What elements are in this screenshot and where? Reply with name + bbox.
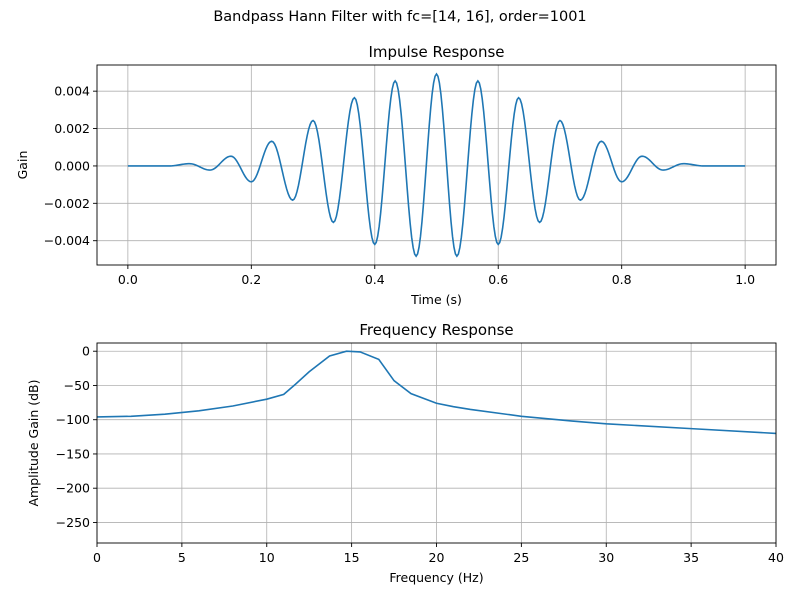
impulse-ytick-label-3: 0.002 [54,121,90,136]
frequency-ylabel: Amplitude Gain (dB) [26,379,41,506]
frequency-ytick-label-3: −100 [56,412,90,427]
frequency-xtick-label-0: 0 [93,550,101,565]
frequency-xlabel: Frequency (Hz) [389,570,483,585]
frequency-xtick-label-5: 25 [513,550,529,565]
impulse-xtick-label-1: 0.2 [241,272,261,287]
frequency-xtick-label-4: 20 [429,550,445,565]
frequency-ytick-label-1: −200 [56,481,90,496]
impulse-axes: 0.0 0.2 0.4 0.6 0.8 1.0 −0.004 −0.002 0.000 0.002… [15,43,777,307]
frequency-title: Frequency Response [359,321,513,339]
impulse-xtick-label-4: 0.8 [612,272,632,287]
frequency-xtick-label-6: 30 [598,550,614,565]
frequency-ytick-label-0: −250 [56,515,90,530]
impulse-series-line-0 [127,72,746,258]
figure-title: Bandpass Hann Filter with fc=[14, 16], o… [213,9,587,25]
impulse-ytick-label-4: 0.004 [54,84,90,99]
frequency-xtick-label-1: 5 [178,550,186,565]
impulse-ytick-label-1: −0.002 [44,196,90,211]
impulse-ytick-label-2: 0.000 [54,158,90,173]
frequency-xtick-label-7: 35 [683,550,699,565]
impulse-ytick-label-0: −0.004 [44,233,90,248]
impulse-xtick-label-2: 0.4 [365,272,385,287]
frequency-ytick-label-2: −150 [56,446,90,461]
frequency-axes: 0 5 10 15 20 25 30 35 40 −250 −200 −150 −100 −50 0 Freq… [26,321,784,585]
frequency-xtick-label-3: 15 [344,550,360,565]
frequency-ytick-label-4: −50 [64,378,90,393]
frequency-xtick-label-8: 40 [768,550,784,565]
impulse-title: Impulse Response [368,43,504,61]
impulse-xtick-label-0: 0.0 [118,272,138,287]
impulse-xlabel: Time (s) [410,292,462,307]
impulse-xtick-label-5: 1.0 [735,272,755,287]
frequency-ytick-label-5: 0 [82,344,90,359]
frequency-xtick-label-2: 10 [259,550,275,565]
frequency-series-line-0 [97,350,776,435]
impulse-frame [96,64,777,266]
impulse-xtick-label-3: 0.6 [488,272,508,287]
impulse-ylabel: Gain [15,151,30,180]
